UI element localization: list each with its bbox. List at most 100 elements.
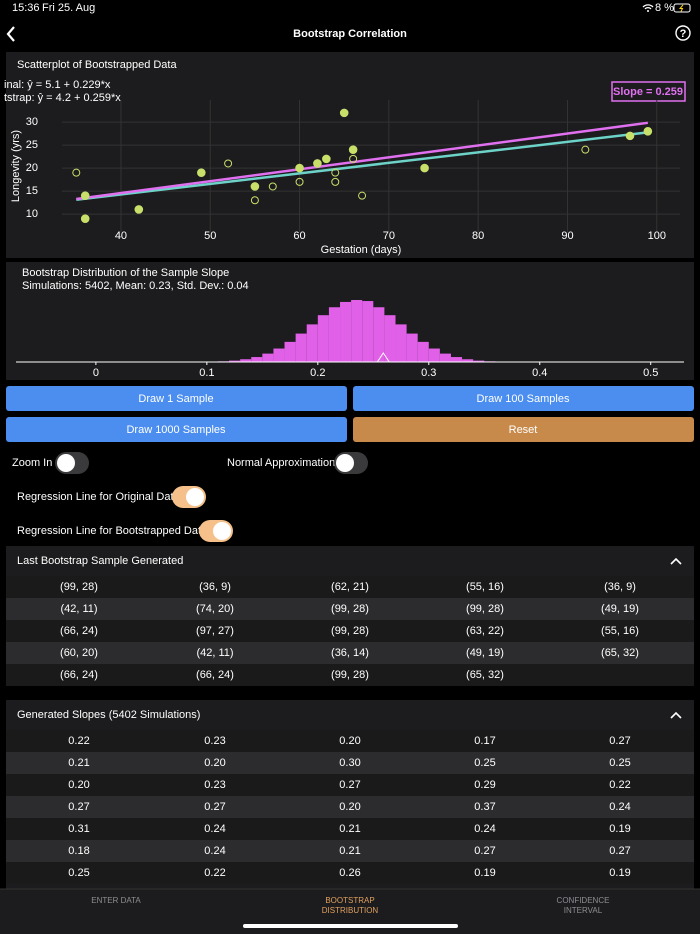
table-cell: (60, 20) <box>60 647 98 659</box>
table-cell: (42, 11) <box>196 647 233 659</box>
data-point <box>72 168 81 177</box>
data-point <box>250 182 260 191</box>
y-tick-label: 30 <box>26 116 38 128</box>
x-tick-label: 0 <box>93 367 99 379</box>
table-cell: (36, 14) <box>331 647 369 659</box>
table-row <box>6 642 694 664</box>
observed-slope-marker <box>376 352 390 363</box>
regression-label: inal: ŷ = 5.1 + 0.229*x <box>4 79 111 91</box>
help-icon: ? <box>680 28 687 40</box>
x-tick-label: 50 <box>204 230 216 242</box>
table-cell: 0.21 <box>68 757 89 769</box>
table-row <box>6 664 694 686</box>
help-button[interactable] <box>675 25 691 41</box>
table-cell: (62, 21) <box>331 581 369 593</box>
button[interactable] <box>6 386 347 411</box>
charging-bolt <box>678 4 684 12</box>
data-point <box>134 205 144 214</box>
data-point <box>420 163 429 173</box>
data-point <box>197 168 206 177</box>
histogram-bar <box>262 353 274 362</box>
data-point <box>581 145 590 154</box>
table-cell: 0.27 <box>68 801 89 813</box>
button[interactable] <box>353 386 694 411</box>
table-cell: (99, 28) <box>60 581 98 593</box>
table-cell: 0.17 <box>474 735 495 747</box>
button-label: Draw 1 Sample <box>138 393 213 405</box>
table-cell: 0.27 <box>339 779 360 791</box>
table-cell: (49, 19) <box>466 647 504 659</box>
table-cell: 0.24 <box>204 845 225 857</box>
x-tick-label: 70 <box>383 230 395 242</box>
wifi-dot <box>647 10 649 12</box>
table-row <box>6 752 694 774</box>
histogram-bar <box>295 333 307 362</box>
table-row <box>6 576 694 598</box>
table-cell: 0.27 <box>204 801 225 813</box>
table-cell: 0.19 <box>609 823 630 835</box>
table-cell: 0.27 <box>609 735 630 747</box>
table-row <box>6 796 694 818</box>
table-cell: 0.19 <box>609 867 630 879</box>
histogram-bar <box>417 341 429 362</box>
data-point <box>250 196 259 205</box>
scatter-title: Scatterplot of Bootstrapped Data <box>17 59 177 71</box>
table-cell: (66, 24) <box>60 625 98 637</box>
table-cell: (97, 27) <box>196 625 234 637</box>
button-label: Draw 100 Samples <box>477 393 570 405</box>
table-cell: (36, 9) <box>604 581 636 593</box>
button-label: Reset <box>509 424 538 436</box>
data-point <box>339 108 349 118</box>
table-row <box>6 598 694 620</box>
histogram-bar <box>317 315 329 362</box>
table-cell: 0.27 <box>609 845 630 857</box>
data-point <box>331 168 340 177</box>
table-cell: 0.24 <box>474 823 495 835</box>
toggle-label: Regression Line for Original Data <box>17 491 181 503</box>
y-axis-label: Longevity (yrs) <box>10 130 22 202</box>
histogram-bar <box>306 324 318 362</box>
table-cell: 0.24 <box>609 801 630 813</box>
battery-level: 8 % <box>655 2 674 14</box>
x-axis-label: Gestation (days) <box>321 244 402 256</box>
tab-label[interactable]: BOOTSTRAP DISTRIBUTION <box>321 896 379 915</box>
y-tick-label: 15 <box>26 185 38 197</box>
table-cell: 0.19 <box>474 867 495 879</box>
table-cell: (99, 28) <box>331 603 369 615</box>
regression-label: tstrap: ŷ = 4.2 + 0.259*x <box>4 92 121 104</box>
collapse-button[interactable] <box>670 557 682 565</box>
histogram-title: Bootstrap Distribution of the Sample Slo… <box>22 267 229 279</box>
data-point <box>348 145 358 154</box>
table-cell: (66, 24) <box>60 669 98 681</box>
x-tick-label: 0.5 <box>643 367 658 379</box>
x-tick-label: 90 <box>561 230 573 242</box>
data-point <box>331 177 340 186</box>
histogram-bar <box>395 324 407 362</box>
x-tick-label: 100 <box>648 230 666 242</box>
table-cell: (42, 11) <box>60 603 97 615</box>
tab-label[interactable]: CONFIDENCE INTERVAL <box>556 896 610 915</box>
table-cell: 0.20 <box>339 801 360 813</box>
histogram-bar <box>373 307 385 362</box>
toggle-label: Zoom In <box>12 457 52 469</box>
table-cell: (99, 28) <box>466 603 504 615</box>
table-row <box>6 818 694 840</box>
tab-label[interactable]: ENTER DATA <box>91 896 141 905</box>
histogram-subtitle: Simulations: 5402, Mean: 0.23, Std. Dev.… <box>22 280 249 292</box>
data-point <box>295 163 304 173</box>
regression-line <box>76 121 649 201</box>
status-date: Fri 25. Aug <box>42 2 95 14</box>
x-tick-label: 60 <box>293 230 305 242</box>
table-cell: 0.25 <box>68 867 89 879</box>
button[interactable] <box>353 417 694 442</box>
histogram-bar <box>284 341 296 362</box>
collapse-button[interactable] <box>670 711 682 719</box>
histogram-bar <box>273 348 285 362</box>
table-cell: 0.25 <box>609 757 630 769</box>
back-button[interactable] <box>6 26 15 42</box>
table-cell: 0.21 <box>339 823 360 835</box>
button[interactable] <box>6 417 347 442</box>
table-cell: 0.24 <box>204 823 225 835</box>
table-cell: 0.22 <box>609 779 630 791</box>
table-cell: (74, 20) <box>196 603 234 615</box>
